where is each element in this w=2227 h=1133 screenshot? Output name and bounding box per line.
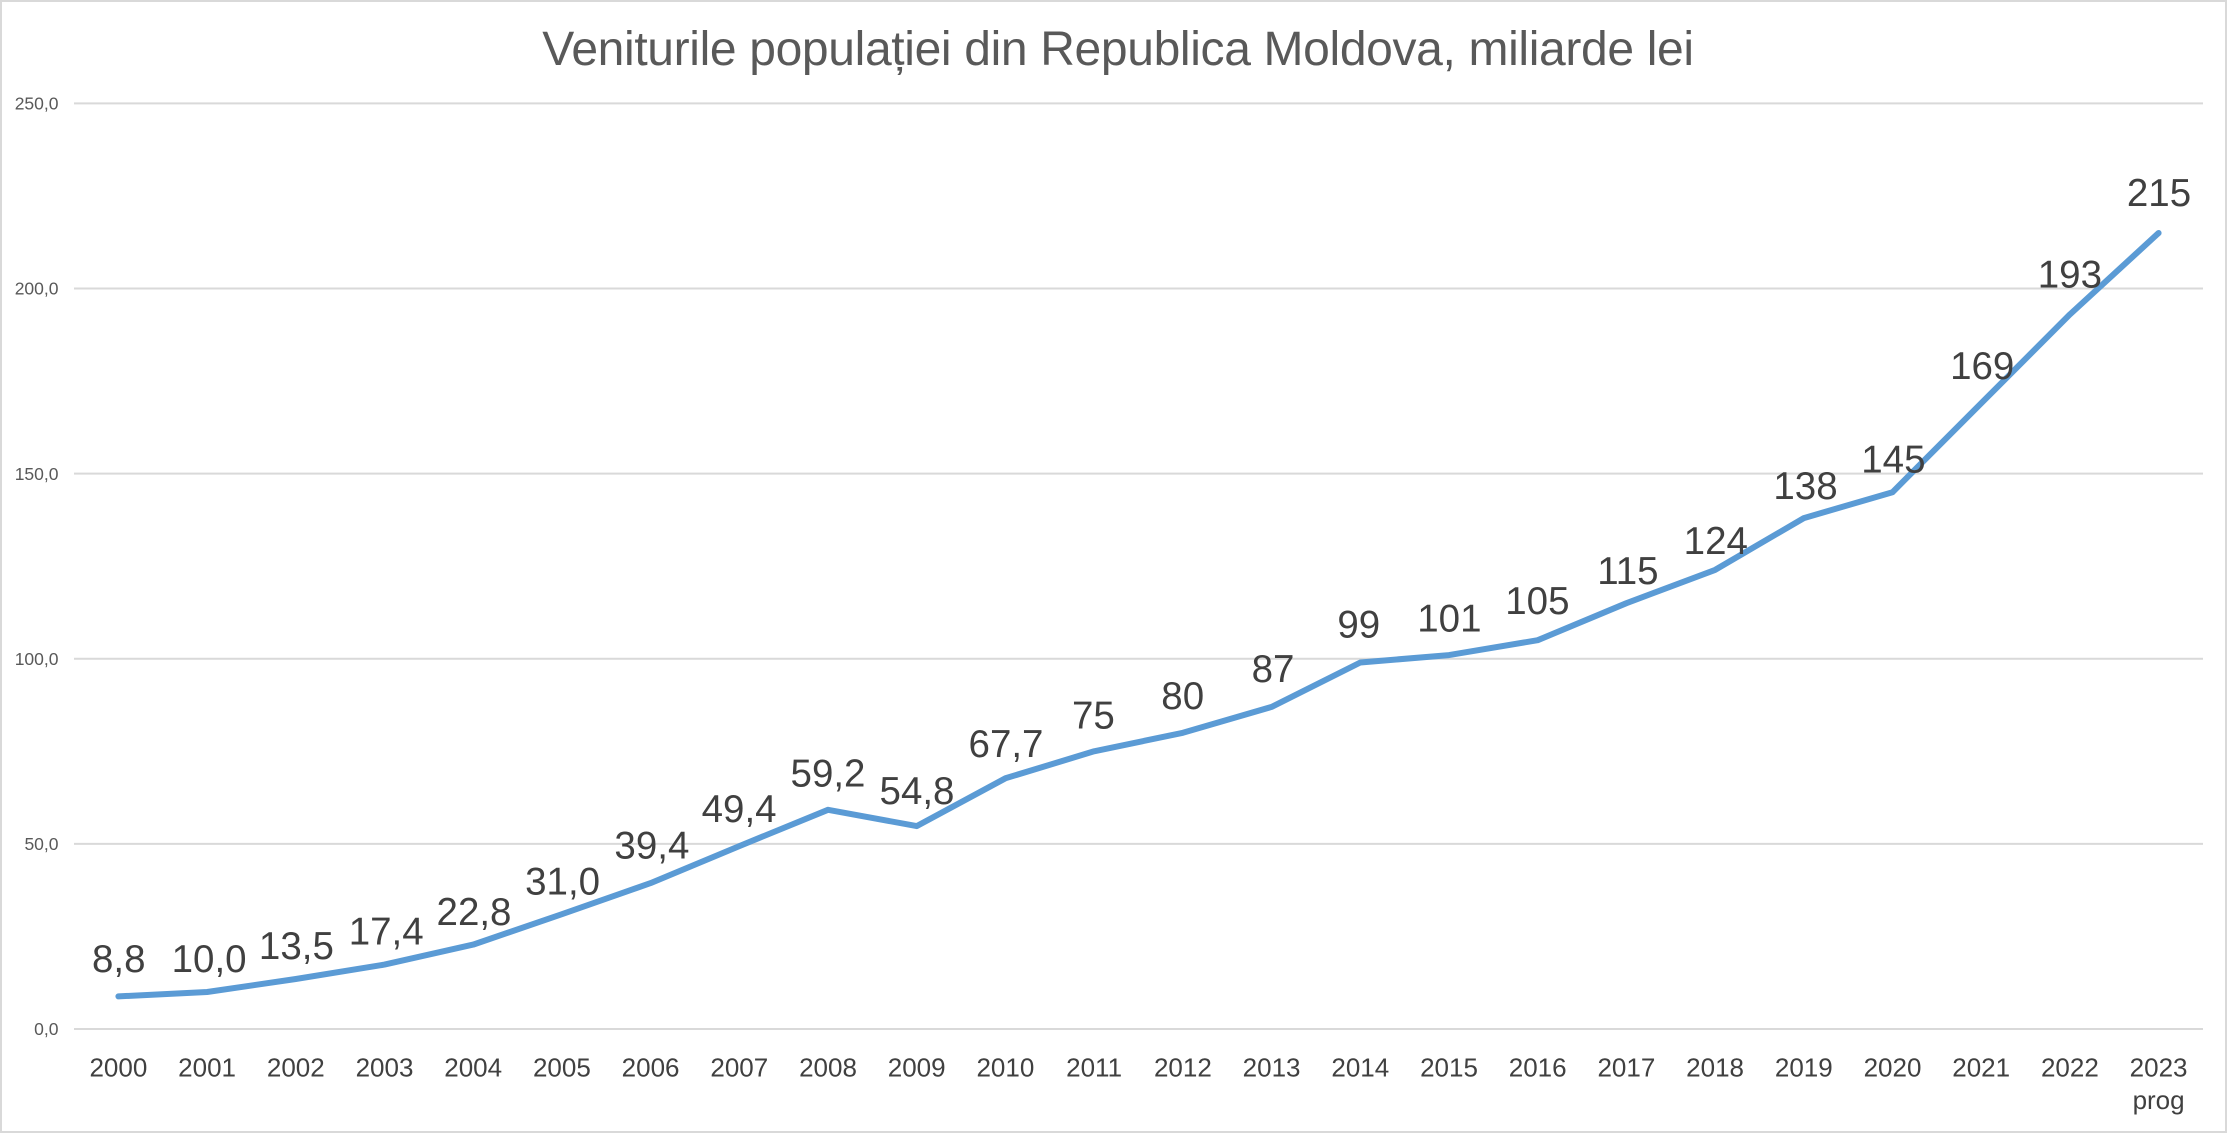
svg-text:2013: 2013 [1243,1053,1301,1083]
svg-text:75: 75 [1072,694,1115,737]
svg-text:2006: 2006 [622,1053,680,1083]
svg-text:2001: 2001 [178,1053,236,1083]
svg-text:2014: 2014 [1331,1053,1389,1083]
svg-text:193: 193 [2038,254,2102,297]
svg-text:200,0: 200,0 [15,279,59,299]
svg-text:101: 101 [1417,597,1481,640]
svg-text:2002: 2002 [267,1053,325,1083]
svg-text:2008: 2008 [799,1053,857,1083]
svg-text:150,0: 150,0 [15,464,59,484]
svg-text:115: 115 [1597,550,1658,593]
svg-text:22,8: 22,8 [437,891,512,934]
svg-text:215: 215 [2127,172,2191,215]
svg-text:10,0: 10,0 [172,938,247,981]
svg-text:99: 99 [1337,604,1380,647]
svg-text:2004: 2004 [444,1053,502,1083]
svg-text:2010: 2010 [976,1053,1034,1083]
svg-text:169: 169 [1950,345,2014,388]
svg-text:2021: 2021 [1952,1053,2010,1083]
svg-text:54,8: 54,8 [880,770,955,813]
svg-text:2011: 2011 [1066,1053,1122,1083]
svg-text:17,4: 17,4 [349,910,424,953]
svg-text:2016: 2016 [1509,1053,1567,1083]
svg-text:2023: 2023 [2130,1053,2188,1083]
svg-text:145: 145 [1861,438,1925,481]
svg-text:2000: 2000 [89,1053,147,1083]
svg-text:2012: 2012 [1154,1053,1212,1083]
svg-text:2022: 2022 [2041,1053,2099,1083]
svg-text:2003: 2003 [356,1053,414,1083]
svg-text:124: 124 [1684,520,1748,563]
svg-text:87: 87 [1252,648,1295,691]
svg-text:138: 138 [1773,465,1837,508]
svg-text:Veniturile populației din Repu: Veniturile populației din Republica Mold… [542,23,1693,76]
svg-text:2019: 2019 [1775,1053,1833,1083]
svg-text:49,4: 49,4 [702,788,777,831]
svg-text:2009: 2009 [888,1053,946,1083]
svg-text:0,0: 0,0 [34,1019,59,1039]
svg-text:31,0: 31,0 [525,861,600,904]
svg-text:100,0: 100,0 [15,649,59,669]
svg-text:59,2: 59,2 [791,753,866,796]
svg-text:250,0: 250,0 [15,94,59,114]
svg-text:67,7: 67,7 [969,723,1044,766]
svg-text:2020: 2020 [1864,1053,1922,1083]
svg-text:8,8: 8,8 [92,938,146,981]
svg-text:prog: prog [2133,1085,2185,1115]
svg-text:50,0: 50,0 [24,834,58,854]
svg-text:2007: 2007 [710,1053,768,1083]
svg-text:80: 80 [1161,675,1204,718]
svg-text:2005: 2005 [533,1053,591,1083]
svg-text:39,4: 39,4 [614,824,689,867]
svg-text:13,5: 13,5 [259,925,334,968]
svg-text:105: 105 [1505,580,1569,623]
svg-text:2018: 2018 [1686,1053,1744,1083]
svg-text:2017: 2017 [1597,1053,1655,1083]
svg-text:2015: 2015 [1420,1053,1478,1083]
